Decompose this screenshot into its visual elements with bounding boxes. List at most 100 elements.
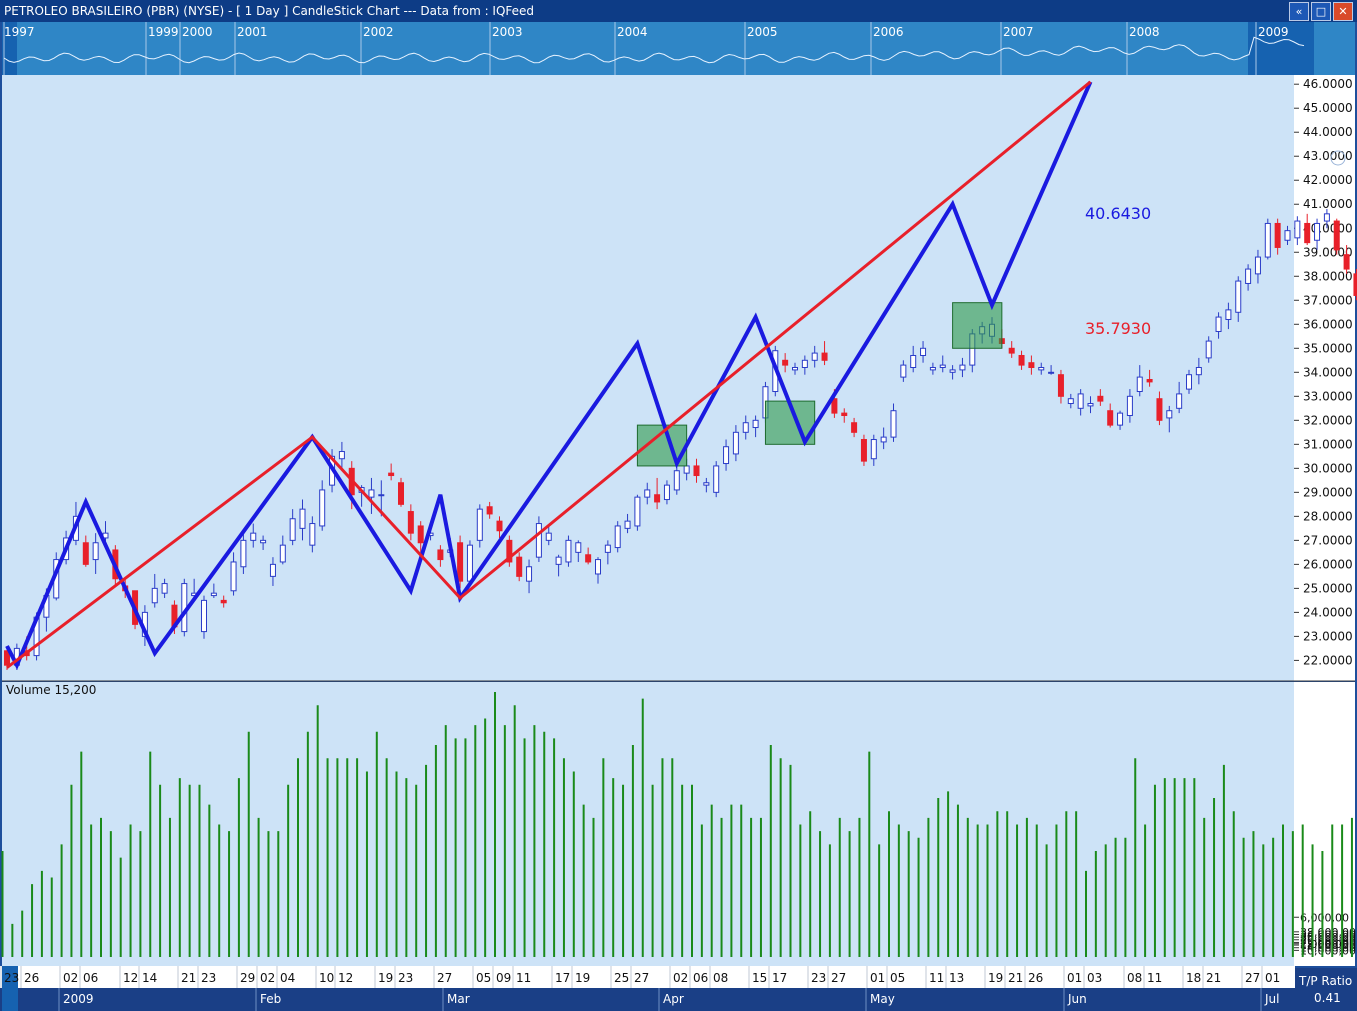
- candle-body: [654, 494, 661, 503]
- day-axis-label: 01: [1067, 971, 1082, 985]
- day-axis-label: 11: [1147, 971, 1162, 985]
- month-axis-label: Apr: [663, 992, 684, 1006]
- candle-body: [545, 532, 552, 541]
- candle-body: [1205, 340, 1212, 359]
- candle-body: [1343, 254, 1350, 270]
- chart-canvas: 1997 1999 2000 2001 2002 2003 2004 2005 2006 2007…: [0, 22, 1357, 1011]
- maximize-button[interactable]: □: [1311, 2, 1331, 21]
- candle-body: [644, 489, 651, 498]
- overview-year-label: 2002: [363, 25, 394, 39]
- overview-navigator[interactable]: 1997 1999 2000 2001 2002 2003 2004 2005 2006 2007…: [2, 22, 1355, 75]
- scroll-marker: [1330, 150, 1346, 166]
- candle-body: [1186, 374, 1192, 390]
- candle-body: [240, 539, 247, 568]
- price-axis-label: 40.0000: [1303, 221, 1353, 235]
- candle-body: [870, 439, 877, 460]
- overview-year-label: 2009: [1258, 25, 1289, 39]
- candle-body: [1314, 222, 1321, 241]
- candle-body: [841, 412, 848, 417]
- day-axis-label: 08: [1127, 971, 1142, 985]
- candle-body: [792, 366, 798, 371]
- candle-body: [939, 364, 946, 368]
- candle-body: [1097, 395, 1104, 402]
- day-axis-label: 15: [752, 971, 767, 985]
- pattern-zone: [952, 302, 1003, 349]
- candle-body: [1304, 222, 1311, 244]
- candle-body: [201, 599, 207, 633]
- price-panel[interactable]: 46.0000 45.0000 44.0000 43.0000 42.0000 41.00…: [2, 75, 1357, 682]
- candle-body: [496, 520, 503, 532]
- candle-body: [929, 366, 936, 371]
- day-axis-label: 26: [24, 971, 39, 985]
- candle-body: [703, 482, 710, 486]
- day-axis-label: 11: [516, 971, 531, 985]
- price-axis-label: 33.0000: [1303, 389, 1353, 403]
- day-axis-label: 27: [634, 971, 649, 985]
- volume-panel[interactable]: 38,000,0034,000,0030,000,0026,000,0022,0…: [1, 682, 1357, 966]
- candle-body: [1126, 395, 1133, 417]
- candle-body: [801, 359, 808, 368]
- candle-body: [1057, 374, 1064, 397]
- candle-body: [269, 563, 276, 577]
- candle-body: [585, 554, 592, 563]
- collapse-button[interactable]: «: [1289, 2, 1309, 21]
- overview-year-label: 2008: [1129, 25, 1160, 39]
- day-axis-label: 10: [319, 971, 334, 985]
- candle-body: [1038, 366, 1045, 371]
- candle-body: [1284, 230, 1291, 241]
- overview-year-label: 1997: [4, 25, 35, 39]
- candle-body: [1077, 393, 1084, 409]
- time-axis-handle: [2, 966, 18, 1011]
- day-axis-label: 18: [1186, 971, 1201, 985]
- candle-body: [555, 556, 562, 565]
- candle-body: [890, 410, 897, 438]
- close-button[interactable]: ✕: [1333, 2, 1353, 21]
- month-axis-background: [0, 988, 1295, 1011]
- tp-ratio-label: T/P Ratio: [1298, 974, 1352, 988]
- overview-year-label: 2004: [617, 25, 648, 39]
- price-axis-label: 25.0000: [1303, 581, 1353, 595]
- day-axis-label: 27: [831, 971, 846, 985]
- overview-year-label: 2003: [492, 25, 523, 39]
- candle-body: [831, 398, 838, 414]
- overview-year-label: 2005: [747, 25, 778, 39]
- day-axis-background: [0, 966, 1295, 988]
- candle-body: [309, 523, 316, 546]
- tp-ratio-value: 0.41: [1314, 991, 1341, 1005]
- candle-body: [683, 465, 690, 474]
- candle-body: [151, 587, 158, 604]
- candle-body: [723, 446, 730, 465]
- day-axis-label: 05: [890, 971, 905, 985]
- candle-body: [910, 354, 917, 368]
- candle-body: [250, 532, 257, 541]
- candle-body: [220, 599, 227, 604]
- candle-body: [1028, 362, 1035, 368]
- candle-body: [1225, 309, 1232, 320]
- candle-body: [378, 494, 385, 497]
- price-axis-label: 45.0000: [1303, 101, 1353, 115]
- window-title: PETROLEO BRASILEIRO (PBR) (NYSE) - [ 1 D…: [4, 4, 535, 18]
- candle-body: [1195, 366, 1202, 376]
- overview-year-label: 2007: [1003, 25, 1034, 39]
- volume-title: Volume 15,200: [6, 683, 96, 697]
- candle-body: [1254, 256, 1261, 275]
- candle-body: [851, 422, 858, 433]
- price-axis-label: 27.0000: [1303, 533, 1353, 547]
- red-value-label: 35.7930: [1085, 319, 1151, 338]
- month-axis-label: Jul: [1264, 992, 1279, 1006]
- candle-body: [565, 539, 572, 563]
- day-axis-label: 21: [1008, 971, 1023, 985]
- month-axis-label: Mar: [447, 992, 470, 1006]
- candle-body: [1235, 280, 1242, 313]
- price-axis-label: 23.0000: [1303, 629, 1353, 643]
- day-axis-label: 17: [772, 971, 787, 985]
- candle-body: [1117, 412, 1124, 426]
- day-axis-label: 23: [201, 971, 216, 985]
- candle-body: [1333, 220, 1340, 251]
- day-axis-label: 08: [713, 971, 728, 985]
- day-axis-label: 25: [614, 971, 629, 985]
- candle-body: [1294, 220, 1301, 239]
- day-axis-label: 12: [123, 971, 138, 985]
- day-axis-label: 03: [1087, 971, 1102, 985]
- price-axis-label: 34.0000: [1303, 365, 1353, 379]
